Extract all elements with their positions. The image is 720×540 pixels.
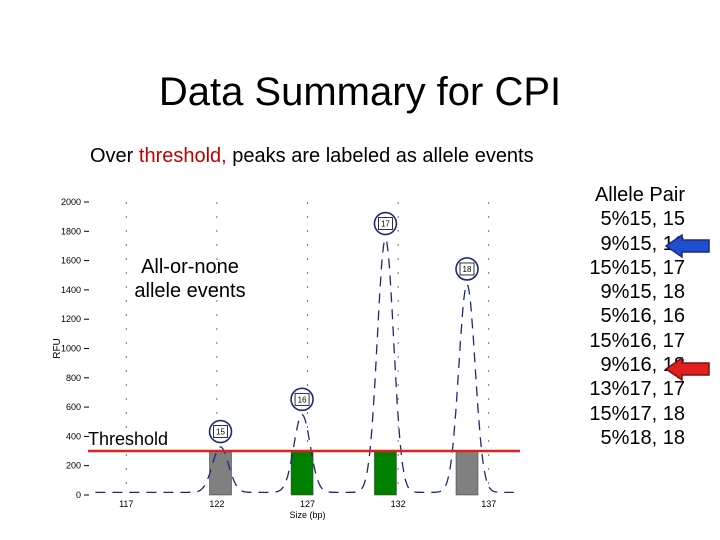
y-axis-label: RFU (52, 338, 63, 359)
y-tick-label: 0 (76, 490, 81, 500)
allele-bar-18 (455, 450, 479, 496)
allele-pair-row: 9%15, 18 (600, 281, 685, 304)
peak-label-circle (373, 211, 398, 236)
peak-label-box (213, 425, 228, 438)
y-tick-label: 1600 (61, 256, 81, 266)
y-tick-label: 1400 (61, 285, 81, 295)
subtitle-highlight: threshold, (138, 145, 227, 167)
y-tick-label: 2000 (61, 197, 81, 207)
x-tick-label: 122 (209, 499, 224, 509)
allele-pair-row: 5%16, 16 (600, 305, 685, 328)
allele-pair-row: 13%17, 17 (589, 378, 685, 401)
x-axis-label: Size (bp) (289, 510, 325, 520)
signal-trace (95, 237, 514, 494)
left-arrow-icon (664, 357, 710, 381)
allele-pair-row: 15%16, 17 (589, 329, 685, 352)
allele-pair-row: 9%16, 18 (600, 354, 685, 377)
threshold-label: Threshold (88, 429, 168, 449)
peak-label-box (378, 217, 393, 230)
subtitle-prefix: Over (90, 145, 139, 167)
x-tick-label: 132 (391, 499, 406, 509)
allele-pair-row: 15%17, 18 (589, 402, 685, 425)
subtitle: Over threshold, peaks are labeled as all… (90, 145, 534, 168)
peak-label: 16 (298, 395, 307, 404)
allele-bar-15 (209, 450, 232, 496)
peak-label-circle (455, 257, 479, 281)
y-tick-label: 1800 (61, 226, 81, 236)
allele-pair-row: 5%15, 15 (600, 208, 685, 231)
peak-label-circle (290, 387, 314, 412)
allele-pair-header: Allele Pair (594, 184, 685, 206)
y-tick-label: 200 (66, 461, 81, 471)
peak-label: 18 (463, 265, 472, 274)
allele-pair-row: 9%15, 16 (600, 232, 685, 255)
allele-pair-list: Allele Pair 5%15, 15 9%15, 16 15%15, 17 … (555, 183, 685, 450)
peak-label-circle (208, 419, 233, 444)
peak-label-box (459, 262, 475, 276)
x-tick-label: 137 (481, 499, 496, 509)
x-tick-label: 117 (119, 499, 133, 509)
annotation-text: allele events (134, 280, 245, 302)
annotation-text: All-or-none (141, 256, 239, 278)
subtitle-suffix: peaks are labeled as allele events (226, 145, 534, 167)
allele-bar-16 (290, 450, 314, 496)
page-title: Data Summary for CPI (158, 70, 562, 114)
electropherogram-chart: 0 200 400 600 800 1000 1200 1400 1600 1800 2000 117… (52, 197, 520, 520)
y-tick-label: 600 (66, 402, 81, 412)
y-tick-label: 1200 (61, 314, 81, 324)
allele-pair-row: 15%15, 17 (589, 256, 685, 279)
y-tick-label: 800 (66, 373, 81, 383)
left-arrow-icon (664, 234, 710, 258)
allele-bar-17 (374, 450, 397, 496)
y-tick-label: 400 (66, 431, 81, 441)
allele-pair-row: 5%18, 18 (600, 426, 685, 449)
x-tick-label: 127 (300, 499, 315, 509)
peak-label-box (294, 392, 310, 406)
peak-label: 15 (216, 428, 225, 437)
y-tick-label: 1000 (61, 344, 81, 354)
peak-label: 17 (381, 220, 390, 229)
